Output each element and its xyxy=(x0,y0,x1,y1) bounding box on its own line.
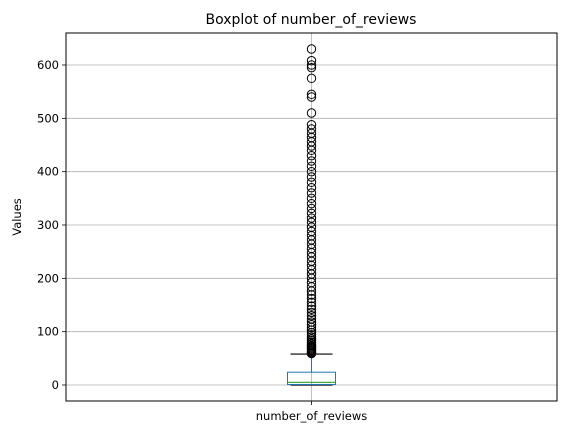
y-tick-label: 500 xyxy=(37,111,59,125)
y-tick-label: 200 xyxy=(37,271,59,285)
outlier-point xyxy=(306,177,317,188)
outlier-point xyxy=(306,150,317,161)
x-axis-ticks: number_of_reviews xyxy=(256,401,368,423)
y-tick-label: 400 xyxy=(37,165,59,179)
outlier-point xyxy=(306,208,317,218)
outlier-point xyxy=(306,124,317,134)
outlier-point xyxy=(306,304,317,314)
iqr-box xyxy=(287,371,336,385)
outlier-point xyxy=(306,193,317,204)
outlier-point xyxy=(306,172,317,182)
outlier-point xyxy=(306,182,317,193)
outlier-point xyxy=(306,213,317,223)
outlier-point xyxy=(306,334,317,344)
chart-title: Boxplot of number_of_reviews xyxy=(206,12,417,28)
outlier-point xyxy=(306,73,317,84)
outlier-point xyxy=(306,301,317,311)
y-tick-label: 600 xyxy=(37,58,59,72)
outlier-point xyxy=(306,198,317,209)
outlier-point xyxy=(306,297,317,308)
y-tick-label: 100 xyxy=(37,325,59,339)
y-axis-ticks: 0 100 200 300 400 500 600 xyxy=(37,58,66,392)
outlier-point xyxy=(306,60,317,70)
outlier-point xyxy=(306,89,317,100)
outlier-point xyxy=(306,217,317,228)
y-tick-label: 0 xyxy=(52,378,59,392)
outlier-point xyxy=(306,156,317,166)
outlier-point xyxy=(306,108,317,118)
outlier-point xyxy=(306,330,317,340)
box-layer xyxy=(287,353,336,386)
outlier-point xyxy=(306,203,317,214)
y-tick-label: 300 xyxy=(37,218,59,232)
outlier-point xyxy=(306,161,317,172)
outlier-point xyxy=(306,332,317,342)
y-axis-label: Values xyxy=(10,198,24,236)
outlier-point xyxy=(306,120,317,130)
outlier-point xyxy=(306,314,317,324)
outlier-point xyxy=(306,56,317,66)
x-tick-label: number_of_reviews xyxy=(256,409,368,423)
outlier-point xyxy=(306,317,317,327)
outlier-point xyxy=(306,222,317,232)
outlier-point xyxy=(306,320,317,330)
outlier-layer xyxy=(306,44,317,359)
outlier-point xyxy=(306,310,317,321)
outlier-point xyxy=(306,226,317,237)
outlier-point xyxy=(306,188,317,198)
outlier-point xyxy=(306,44,317,54)
outlier-point xyxy=(306,92,317,102)
outlier-point xyxy=(306,62,317,73)
outlier-point xyxy=(306,293,317,304)
outlier-point xyxy=(306,166,317,177)
outlier-point xyxy=(306,307,317,318)
